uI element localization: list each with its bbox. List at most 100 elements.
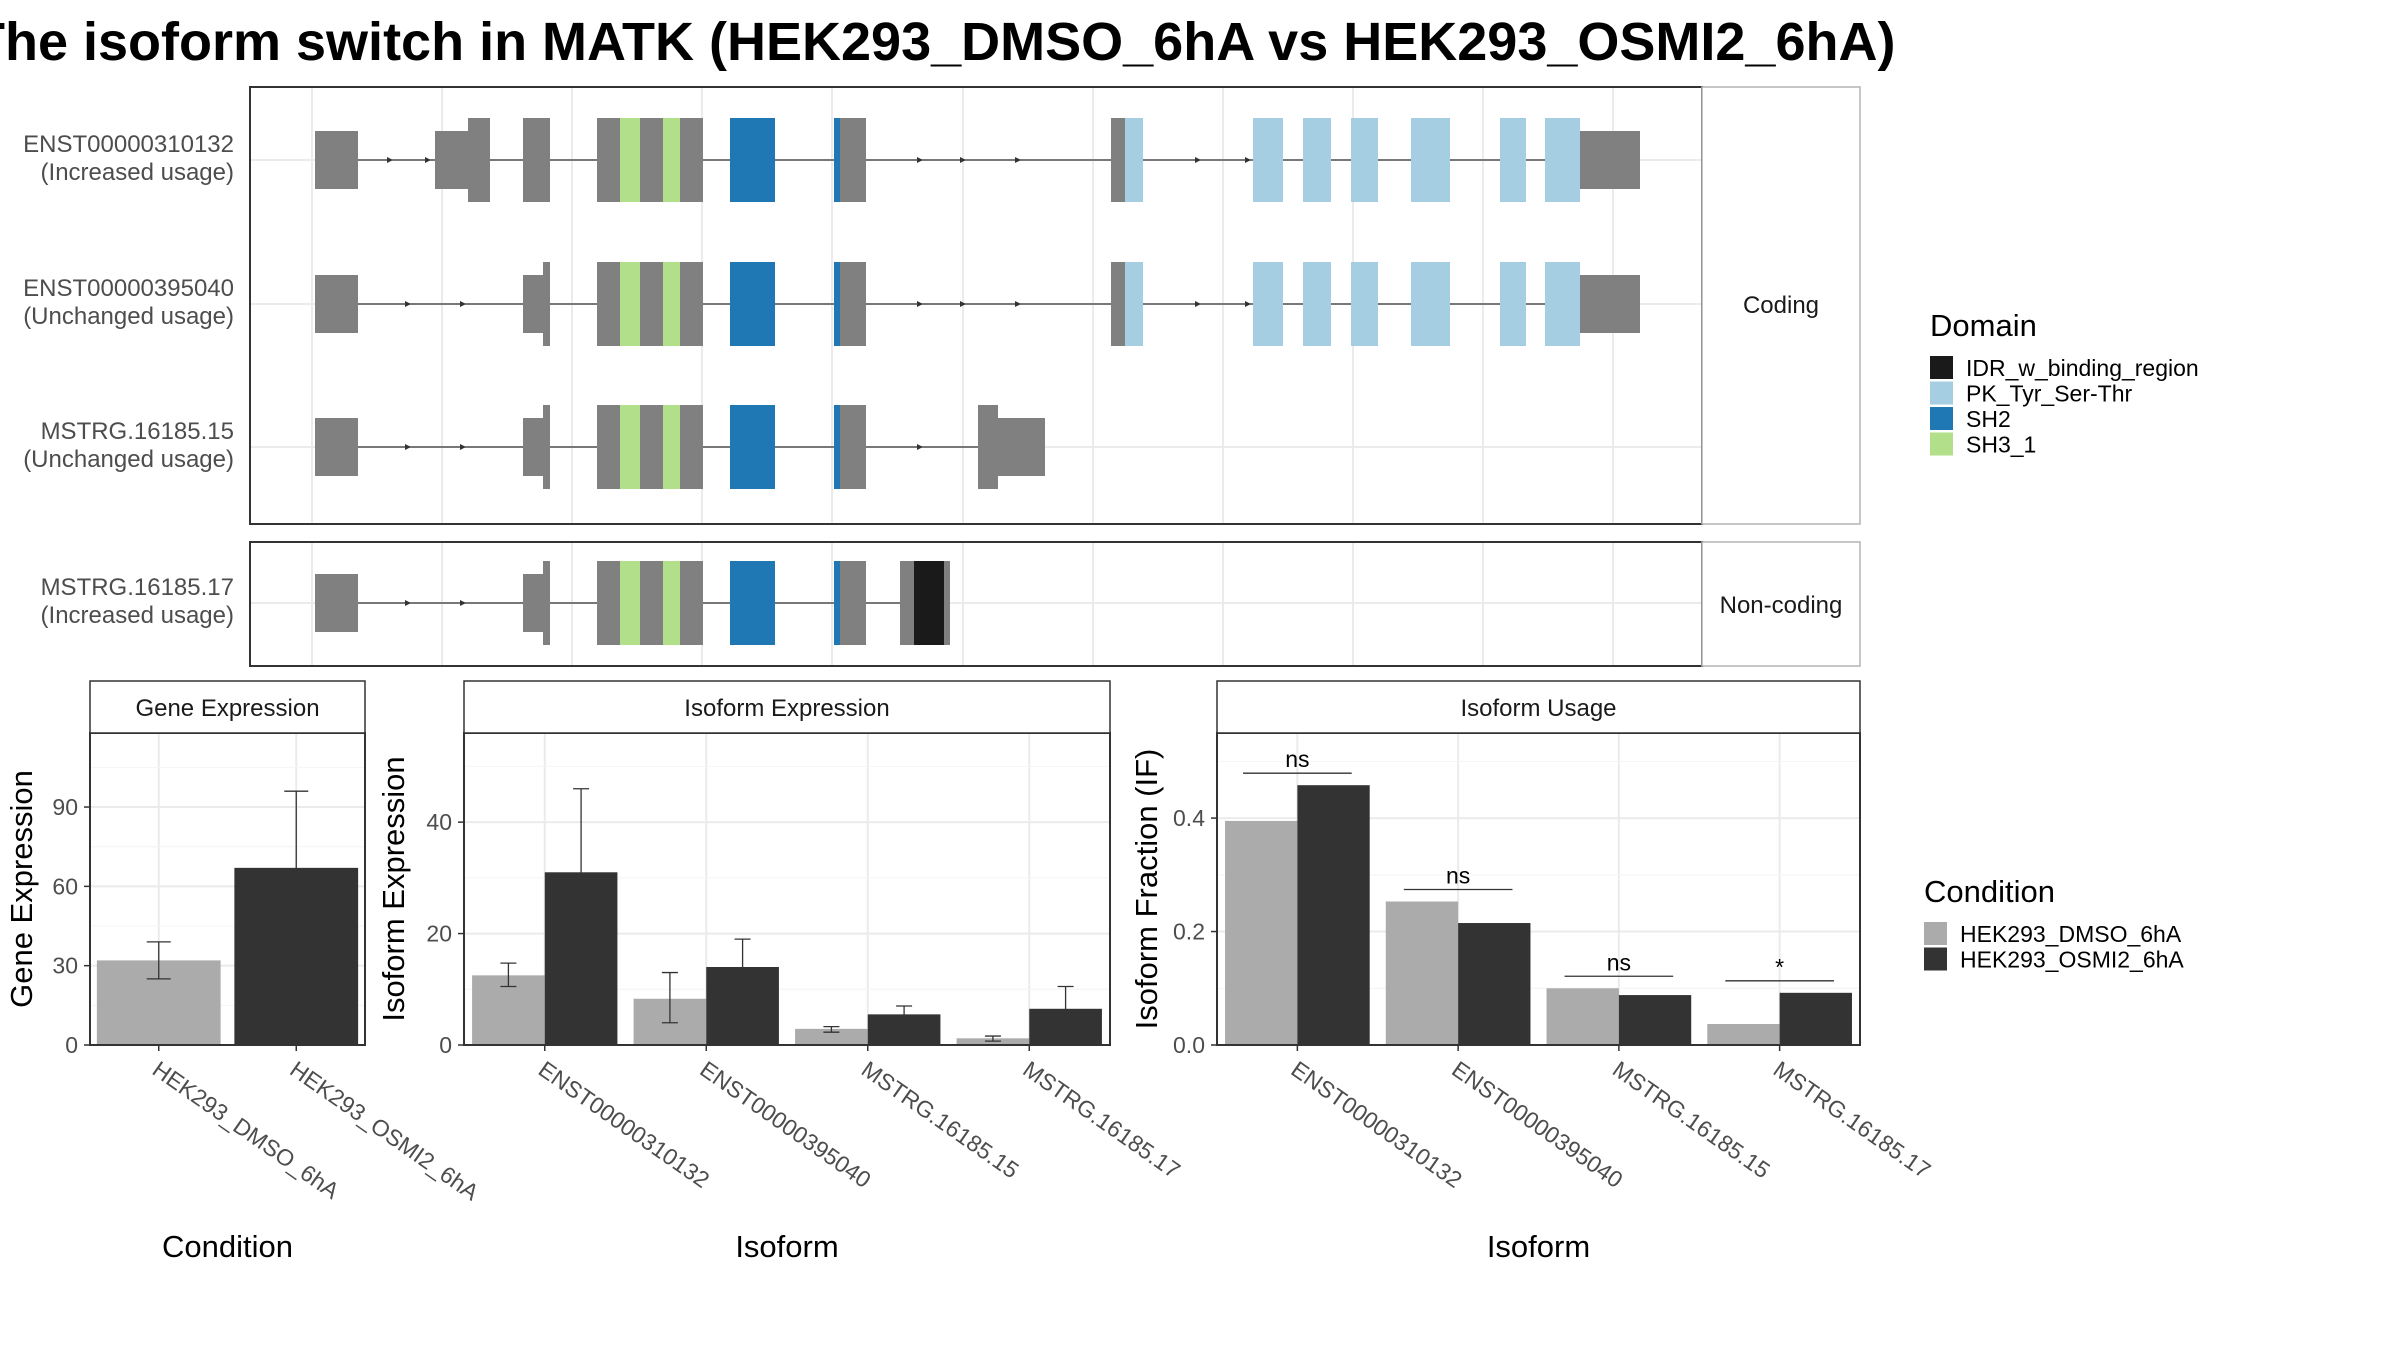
x-tick-label: MSTRG.16185.15 xyxy=(1608,1056,1775,1184)
transcript-id-label: MSTRG.16185.15 xyxy=(41,418,234,445)
transcript-id-label: ENST00000310132 xyxy=(23,131,234,158)
bar xyxy=(1297,785,1370,1045)
transcript-usage-label: (Increased usage) xyxy=(41,159,234,186)
exon xyxy=(1580,131,1640,189)
strand-arrow xyxy=(917,301,923,307)
x-axis-title: Isoform xyxy=(1487,1229,1590,1264)
exon xyxy=(543,561,550,645)
strand-arrow xyxy=(425,157,431,163)
legend-label: PK_Tyr_Ser-Thr xyxy=(1966,381,2132,407)
protein-domain xyxy=(914,561,944,645)
protein-domain xyxy=(663,262,680,346)
y-axis-title: Isoform Expression xyxy=(376,756,411,1021)
protein-domain xyxy=(730,118,775,202)
protein-domain xyxy=(834,561,840,645)
legend-key xyxy=(1930,381,1953,405)
x-axis-title: Condition xyxy=(162,1229,293,1264)
protein-domain xyxy=(1411,118,1450,202)
transcript-usage-label: (Unchanged usage) xyxy=(23,303,234,330)
figure-title: The isoform switch in MATK (HEK293_DMSO_… xyxy=(0,12,1895,72)
panel-title: Gene Expression xyxy=(135,695,319,722)
protein-domain xyxy=(620,262,640,346)
significance-label: ns xyxy=(1446,862,1470,888)
bar xyxy=(1385,901,1459,1045)
significance-label: * xyxy=(1775,954,1784,980)
legend-label: IDR_w_binding_region xyxy=(1966,355,2199,381)
x-axis-title: Isoform xyxy=(735,1229,838,1264)
strand-arrow xyxy=(1195,301,1201,307)
x-tick-label: ENST00000395040 xyxy=(1447,1056,1627,1193)
bar xyxy=(1546,988,1619,1045)
protein-domain xyxy=(1545,262,1580,346)
protein-domain xyxy=(834,262,840,346)
transcript-model xyxy=(315,405,1045,489)
protein-domain xyxy=(1125,118,1143,202)
protein-domain xyxy=(1500,118,1526,202)
x-tick-label: ENST00000310132 xyxy=(534,1056,714,1193)
strand-arrow xyxy=(917,157,923,163)
legends: Domain IDR_w_binding_regionPK_Tyr_Ser-Thr… xyxy=(1924,308,2199,973)
strand-arrow xyxy=(405,444,411,450)
strand-arrow xyxy=(405,600,411,606)
y-tick-label: 30 xyxy=(52,953,78,979)
legend-key xyxy=(1924,947,1947,971)
x-tick-label: ENST00000395040 xyxy=(695,1056,875,1193)
exon xyxy=(315,574,358,632)
significance-label: ns xyxy=(1285,746,1309,772)
bar xyxy=(1618,995,1692,1045)
transcript-id-label: ENST00000395040 xyxy=(23,275,234,302)
facet-label-coding: Coding xyxy=(1743,292,1819,319)
exon xyxy=(315,418,358,476)
protein-domain xyxy=(663,405,680,489)
protein-domain xyxy=(834,405,840,489)
y-tick-label: 0 xyxy=(65,1032,78,1058)
exon xyxy=(680,118,703,202)
strand-arrow xyxy=(460,301,466,307)
bar xyxy=(1779,992,1852,1045)
strand-arrow xyxy=(387,157,393,163)
exon xyxy=(978,405,998,489)
y-tick-label: 40 xyxy=(426,809,452,835)
exon xyxy=(523,118,550,202)
y-axis-title: Isoform Fraction (IF) xyxy=(1129,749,1164,1030)
significance-label: ns xyxy=(1607,949,1631,975)
y-tick-label: 0.0 xyxy=(1173,1032,1205,1058)
transcript-usage-label: (Unchanged usage) xyxy=(23,446,234,473)
y-tick-label: 60 xyxy=(52,873,78,899)
strand-arrow xyxy=(917,444,923,450)
legend-label: SH3_1 xyxy=(1966,432,2036,458)
transcript-model xyxy=(315,561,950,645)
protein-domain xyxy=(1411,262,1450,346)
y-tick-label: 20 xyxy=(426,921,452,947)
coding-facet-strip xyxy=(1701,86,1861,525)
noncoding-facet-strip xyxy=(1701,541,1861,667)
exon xyxy=(680,262,703,346)
chart-panel-3: 0.0 0.2 0.4 ns ns ns * Isoform Usage ENST0000031… xyxy=(1129,680,1936,1264)
bar xyxy=(1707,1024,1780,1045)
legend-label: HEK293_OSMI2_6hA xyxy=(1960,947,2184,973)
x-tick-label: MSTRG.16185.15 xyxy=(857,1056,1024,1184)
panel-title: Isoform Usage xyxy=(1460,695,1616,722)
strand-arrow xyxy=(960,157,966,163)
protein-domain xyxy=(834,118,840,202)
facet-strip xyxy=(463,680,1111,734)
protein-domain xyxy=(620,118,640,202)
strand-arrow xyxy=(460,600,466,606)
y-axis-title: Gene Expression xyxy=(4,770,39,1008)
exon xyxy=(523,275,545,333)
bar xyxy=(1458,923,1531,1045)
protein-domain xyxy=(1253,262,1283,346)
facet-strip xyxy=(89,680,366,734)
protein-domain xyxy=(1351,118,1378,202)
y-tick-label: 0.2 xyxy=(1173,919,1205,945)
transcript-model xyxy=(315,262,1640,346)
protein-domain xyxy=(1253,118,1283,202)
transcript-usage-label: (Increased usage) xyxy=(41,602,234,629)
strand-arrow xyxy=(1245,157,1251,163)
protein-domain xyxy=(730,561,775,645)
exon xyxy=(543,262,550,346)
protein-domain xyxy=(730,262,775,346)
protein-domain xyxy=(1545,118,1580,202)
